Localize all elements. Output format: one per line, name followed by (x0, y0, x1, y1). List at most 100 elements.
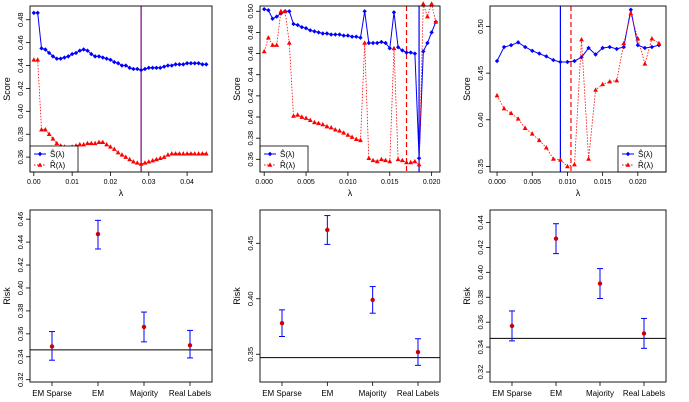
plot-frame (29, 5, 213, 173)
s-hat-point (131, 66, 136, 72)
s-hat-point (69, 51, 75, 57)
r-hat-point (370, 157, 376, 163)
y-axis-label: Risk (2, 287, 12, 305)
r-hat-point (96, 139, 102, 145)
legend: Ŝ(λ) R̂(λ) (259, 145, 309, 173)
r-hat-point (312, 119, 317, 125)
r-hat-point (536, 137, 542, 143)
s-hat-point (494, 58, 500, 64)
r-hat-point (358, 137, 363, 143)
r-hat-point (324, 123, 330, 129)
s-hat-point (328, 32, 334, 37)
r-hat-point (387, 158, 393, 164)
r-hat-point (543, 145, 549, 150)
legend-label: R̂(λ) (280, 161, 295, 170)
s-hat-point (642, 45, 648, 51)
s-hat-point (46, 50, 52, 56)
r-hat-point (337, 128, 342, 133)
plot-frame (259, 5, 441, 173)
x-axis-label: λ (576, 188, 581, 198)
s-hat-point (66, 54, 71, 59)
s-hat-point (523, 44, 528, 50)
s-hat-point (146, 65, 151, 71)
plot-frame (29, 209, 213, 383)
s-hat-point (308, 28, 313, 33)
y-tick-label: 0.50 (476, 19, 485, 34)
r-hat-point (550, 156, 556, 161)
y-tick-label: 0.48 (16, 12, 25, 27)
s-hat-point (177, 62, 182, 67)
y-tick-label: 0.38 (16, 127, 25, 142)
r-hat-point (127, 156, 133, 162)
y-tick-label: 0.42 (16, 81, 25, 96)
r-hat-point (408, 159, 414, 165)
s-hat-point (204, 62, 209, 67)
r-hat-point (165, 152, 171, 157)
s-hat-point (586, 45, 591, 51)
s-hat-point (150, 65, 155, 71)
risk-point (509, 323, 515, 329)
legend-marker (267, 162, 273, 167)
r-hat-point (362, 40, 368, 45)
s-hat-point (108, 57, 113, 63)
legend-box (29, 145, 79, 173)
legend-label: Ŝ(λ) (280, 150, 295, 159)
s-hat-point (119, 63, 125, 68)
r-hat-point (184, 151, 190, 156)
y-tick-label: 0.45 (476, 66, 485, 81)
x-tick-label: 0.000 (255, 179, 273, 186)
r-hat-point (39, 127, 44, 132)
y-tick-label: 0.42 (246, 89, 255, 104)
r-hat-point (42, 127, 48, 132)
r-hat-point (100, 139, 106, 145)
risk-point (597, 281, 603, 286)
s-hat-point (303, 26, 309, 31)
category-label: Real Labels (397, 389, 439, 398)
y-tick-label: 0.36 (476, 315, 485, 330)
x-tick-label: 0.010 (559, 179, 577, 186)
r-hat-point (282, 8, 288, 14)
r-hat-point (274, 42, 280, 47)
panel-2: 0.36 0.38 0.40 0.42 0.44 0.46 0.48 0.50 Score 0.0… (232, 1, 440, 198)
panel-1: 0.36 0.38 0.40 0.42 0.44 0.46 0.48 Score 0.00 0.0… (2, 5, 213, 198)
r-hat-point (607, 78, 613, 84)
s-hat-point (656, 42, 662, 48)
s-hat-point (270, 16, 275, 21)
r-hat-point (88, 140, 94, 146)
panel-4: 0.32 0.34 0.36 0.38 0.40 0.42 0.44 0.46 Risk EM S… (2, 209, 213, 398)
legend-box (259, 145, 309, 173)
s-hat-point (349, 34, 355, 39)
r-hat-point (161, 154, 167, 159)
risk-point (95, 231, 101, 237)
legend-marker (625, 162, 631, 167)
y-tick-label: 0.38 (246, 131, 255, 146)
r-hat-point (320, 121, 326, 127)
y-tick-label: 0.44 (476, 215, 485, 230)
s-hat-point (429, 30, 434, 35)
r-hat-point (261, 48, 267, 54)
s-hat-point (558, 59, 563, 65)
y-tick-label: 0.40 (16, 104, 25, 119)
category-label: EM Sparse (32, 389, 72, 398)
risk-point (553, 236, 559, 241)
r-hat-point (529, 131, 535, 136)
risk-point (415, 349, 421, 355)
s-hat-point (316, 30, 321, 35)
s-hat-point (530, 48, 535, 53)
r-hat-point (138, 161, 144, 166)
r-hat-point (628, 10, 634, 16)
y-tick-label: 0.34 (16, 349, 25, 364)
s-hat-point (261, 6, 267, 12)
s-hat-point (274, 14, 279, 19)
r-hat-line (263, 2, 437, 166)
s-hat-point (354, 34, 359, 39)
s-hat-point (345, 33, 351, 38)
x-tick-label: 0.020 (423, 179, 441, 186)
s-hat-point (501, 44, 507, 50)
panel-6: 0.32 0.34 0.36 0.38 0.40 0.42 0.44 Risk EM Spars… (462, 209, 667, 398)
r-hat-point (134, 160, 140, 165)
s-hat-point (551, 57, 556, 63)
s-hat-point (81, 47, 86, 52)
r-hat-point (565, 163, 570, 169)
s-hat-point (50, 54, 56, 59)
